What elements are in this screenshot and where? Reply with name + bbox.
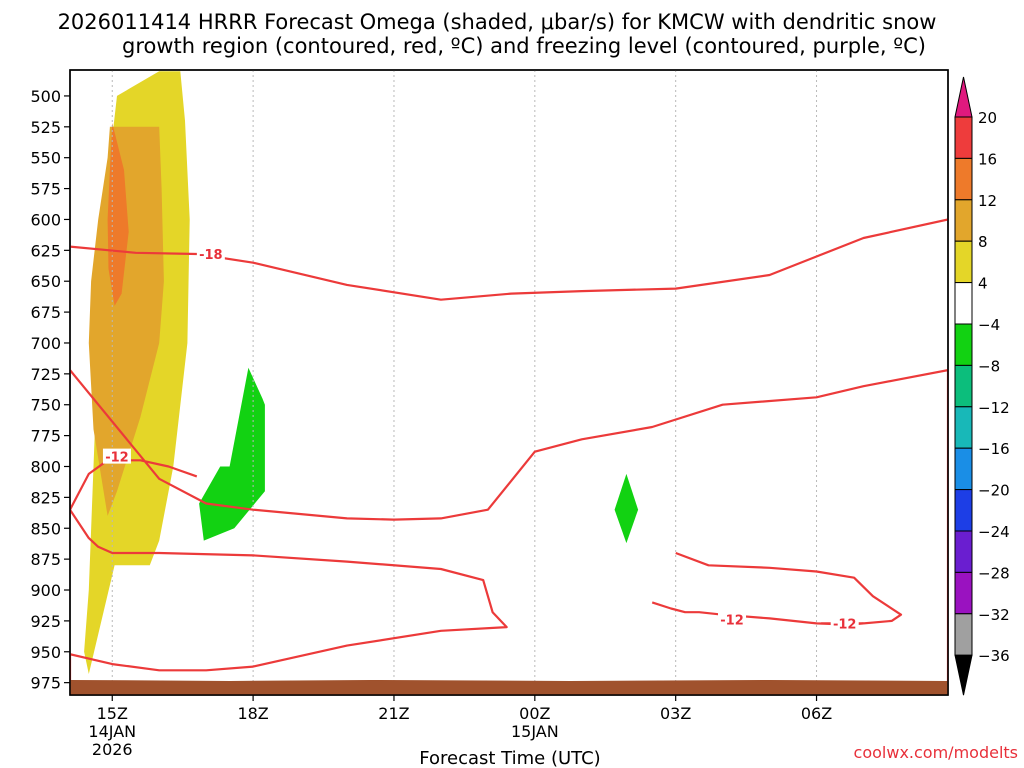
- colorbar-label-11: −24: [978, 523, 1010, 541]
- omega-region-2: [88, 126, 164, 516]
- contour-line-2: [70, 369, 948, 695]
- colorbar-label-9: −16: [978, 440, 1010, 458]
- y-tick-label-550: 550: [30, 149, 61, 168]
- y-tick-label-625: 625: [30, 241, 61, 260]
- colorbar-segment-7: [954, 364, 973, 408]
- x-tick-label-03Z: 03Z: [660, 704, 691, 723]
- x-tick-date-00Z: 15JAN: [511, 722, 559, 741]
- colorbar-segment-8: [954, 406, 973, 449]
- colorbar-label-14: −36: [978, 647, 1010, 665]
- y-tick-label-700: 700: [30, 334, 61, 353]
- colorbar-bottom-arrow: [954, 654, 973, 696]
- contour-line-1: [70, 218, 948, 301]
- colorbar-label-8: −12: [978, 399, 1010, 417]
- colorbar-segment-3: [954, 199, 973, 242]
- x-tick-label-18Z: 18Z: [237, 704, 268, 723]
- y-tick-label-825: 825: [30, 488, 61, 507]
- colorbar-label-6: −4: [978, 316, 1000, 334]
- y-tick-label-650: 650: [30, 272, 61, 291]
- y-tick-label-925: 925: [30, 612, 61, 631]
- colorbar-top-arrow: [954, 76, 973, 118]
- contour-label-1: -18: [199, 248, 223, 263]
- y-tick-label-950: 950: [30, 643, 61, 662]
- contour-label-4: -12: [833, 617, 857, 632]
- omega-region-4: [199, 367, 265, 541]
- plot-area: [69, 69, 949, 696]
- x-tick-label-06Z: 06Z: [801, 704, 832, 723]
- colorbar-label-13: −32: [978, 606, 1010, 624]
- y-tick-label-675: 675: [30, 303, 61, 322]
- x-tick-label-15Z: 15Z: [97, 704, 128, 723]
- colorbar-segment-5: [954, 282, 973, 325]
- y-tick-label-600: 600: [30, 210, 61, 229]
- colorbar-segment-1: [954, 116, 973, 159]
- contour-label-2: -12: [105, 451, 129, 466]
- ground-layer: [70, 679, 948, 695]
- colorbar-label-5: 4: [978, 275, 988, 293]
- contour-label-bg-1: [196, 246, 225, 262]
- colorbar-label-12: −28: [978, 564, 1010, 582]
- colorbar-segment-12: [954, 571, 973, 615]
- colorbar-label-7: −8: [978, 357, 1000, 375]
- x-tick-label-00Z: 00Z: [519, 704, 550, 723]
- x-tick-label-21Z: 21Z: [378, 704, 409, 723]
- credit-text: coolwx.com/modelts: [854, 743, 1018, 762]
- contour-label-bg-3: [718, 611, 747, 627]
- y-tick-label-800: 800: [30, 457, 61, 476]
- colorbar-segment-10: [954, 489, 973, 532]
- colorbar-segment-2: [954, 157, 973, 201]
- chart-title-line-1: 2026011414 HRRR Forecast Omega (shaded, …: [58, 10, 937, 34]
- y-tick-label-500: 500: [30, 87, 61, 106]
- contour-label-bg-4: [830, 615, 859, 631]
- omega-shading: [84, 71, 639, 674]
- y-tick-label-725: 725: [30, 365, 61, 384]
- contour-label-bg-2: [102, 448, 131, 464]
- y-axis-ticks: 500 525 550 575 600 625 650 675 700 725 750 775 800 8…: [30, 87, 70, 693]
- colorbar-label-4: 8: [978, 233, 988, 251]
- chart-title-line-2: growth region (contoured, red, ºC) and f…: [122, 34, 926, 58]
- colorbar-segment-11: [954, 530, 973, 573]
- y-tick-label-525: 525: [30, 118, 61, 137]
- y-tick-label-900: 900: [30, 581, 61, 600]
- omega-region-5: [614, 473, 639, 544]
- colorbar-label-2: 16: [978, 150, 997, 168]
- x-tick-year-15Z: 2026: [92, 740, 133, 759]
- contour-line-3: [651, 551, 903, 626]
- ground-surface: [70, 679, 948, 695]
- temperature-contours: -18 -12 -12 -12: [70, 218, 948, 695]
- colorbar: 20 16 12 8 4 −4 −8 −12 −16 −20 −24 −28 −32 −36: [954, 76, 1010, 696]
- colorbar-segment-4: [954, 240, 973, 284]
- colorbar-label-1: 20: [978, 109, 997, 127]
- colorbar-segment-13: [954, 613, 973, 656]
- grid: [111, 70, 818, 695]
- x-axis-label: Forecast Time (UTC): [419, 748, 600, 768]
- colorbar-label-10: −20: [978, 482, 1010, 500]
- y-tick-label-850: 850: [30, 519, 61, 538]
- y-tick-label-575: 575: [30, 180, 61, 199]
- colorbar-segment-9: [954, 447, 973, 491]
- colorbar-label-3: 12: [978, 192, 997, 210]
- x-tick-date-15Z: 14JAN: [88, 722, 136, 741]
- y-tick-label-875: 875: [30, 550, 61, 569]
- y-tick-label-750: 750: [30, 396, 61, 415]
- colorbar-segment-6: [954, 323, 973, 366]
- plot-frame: [69, 69, 949, 696]
- omega-region-3: [107, 123, 129, 306]
- contour-label-3: -12: [720, 614, 744, 629]
- y-tick-label-775: 775: [30, 427, 61, 446]
- y-tick-label-975: 975: [30, 674, 61, 693]
